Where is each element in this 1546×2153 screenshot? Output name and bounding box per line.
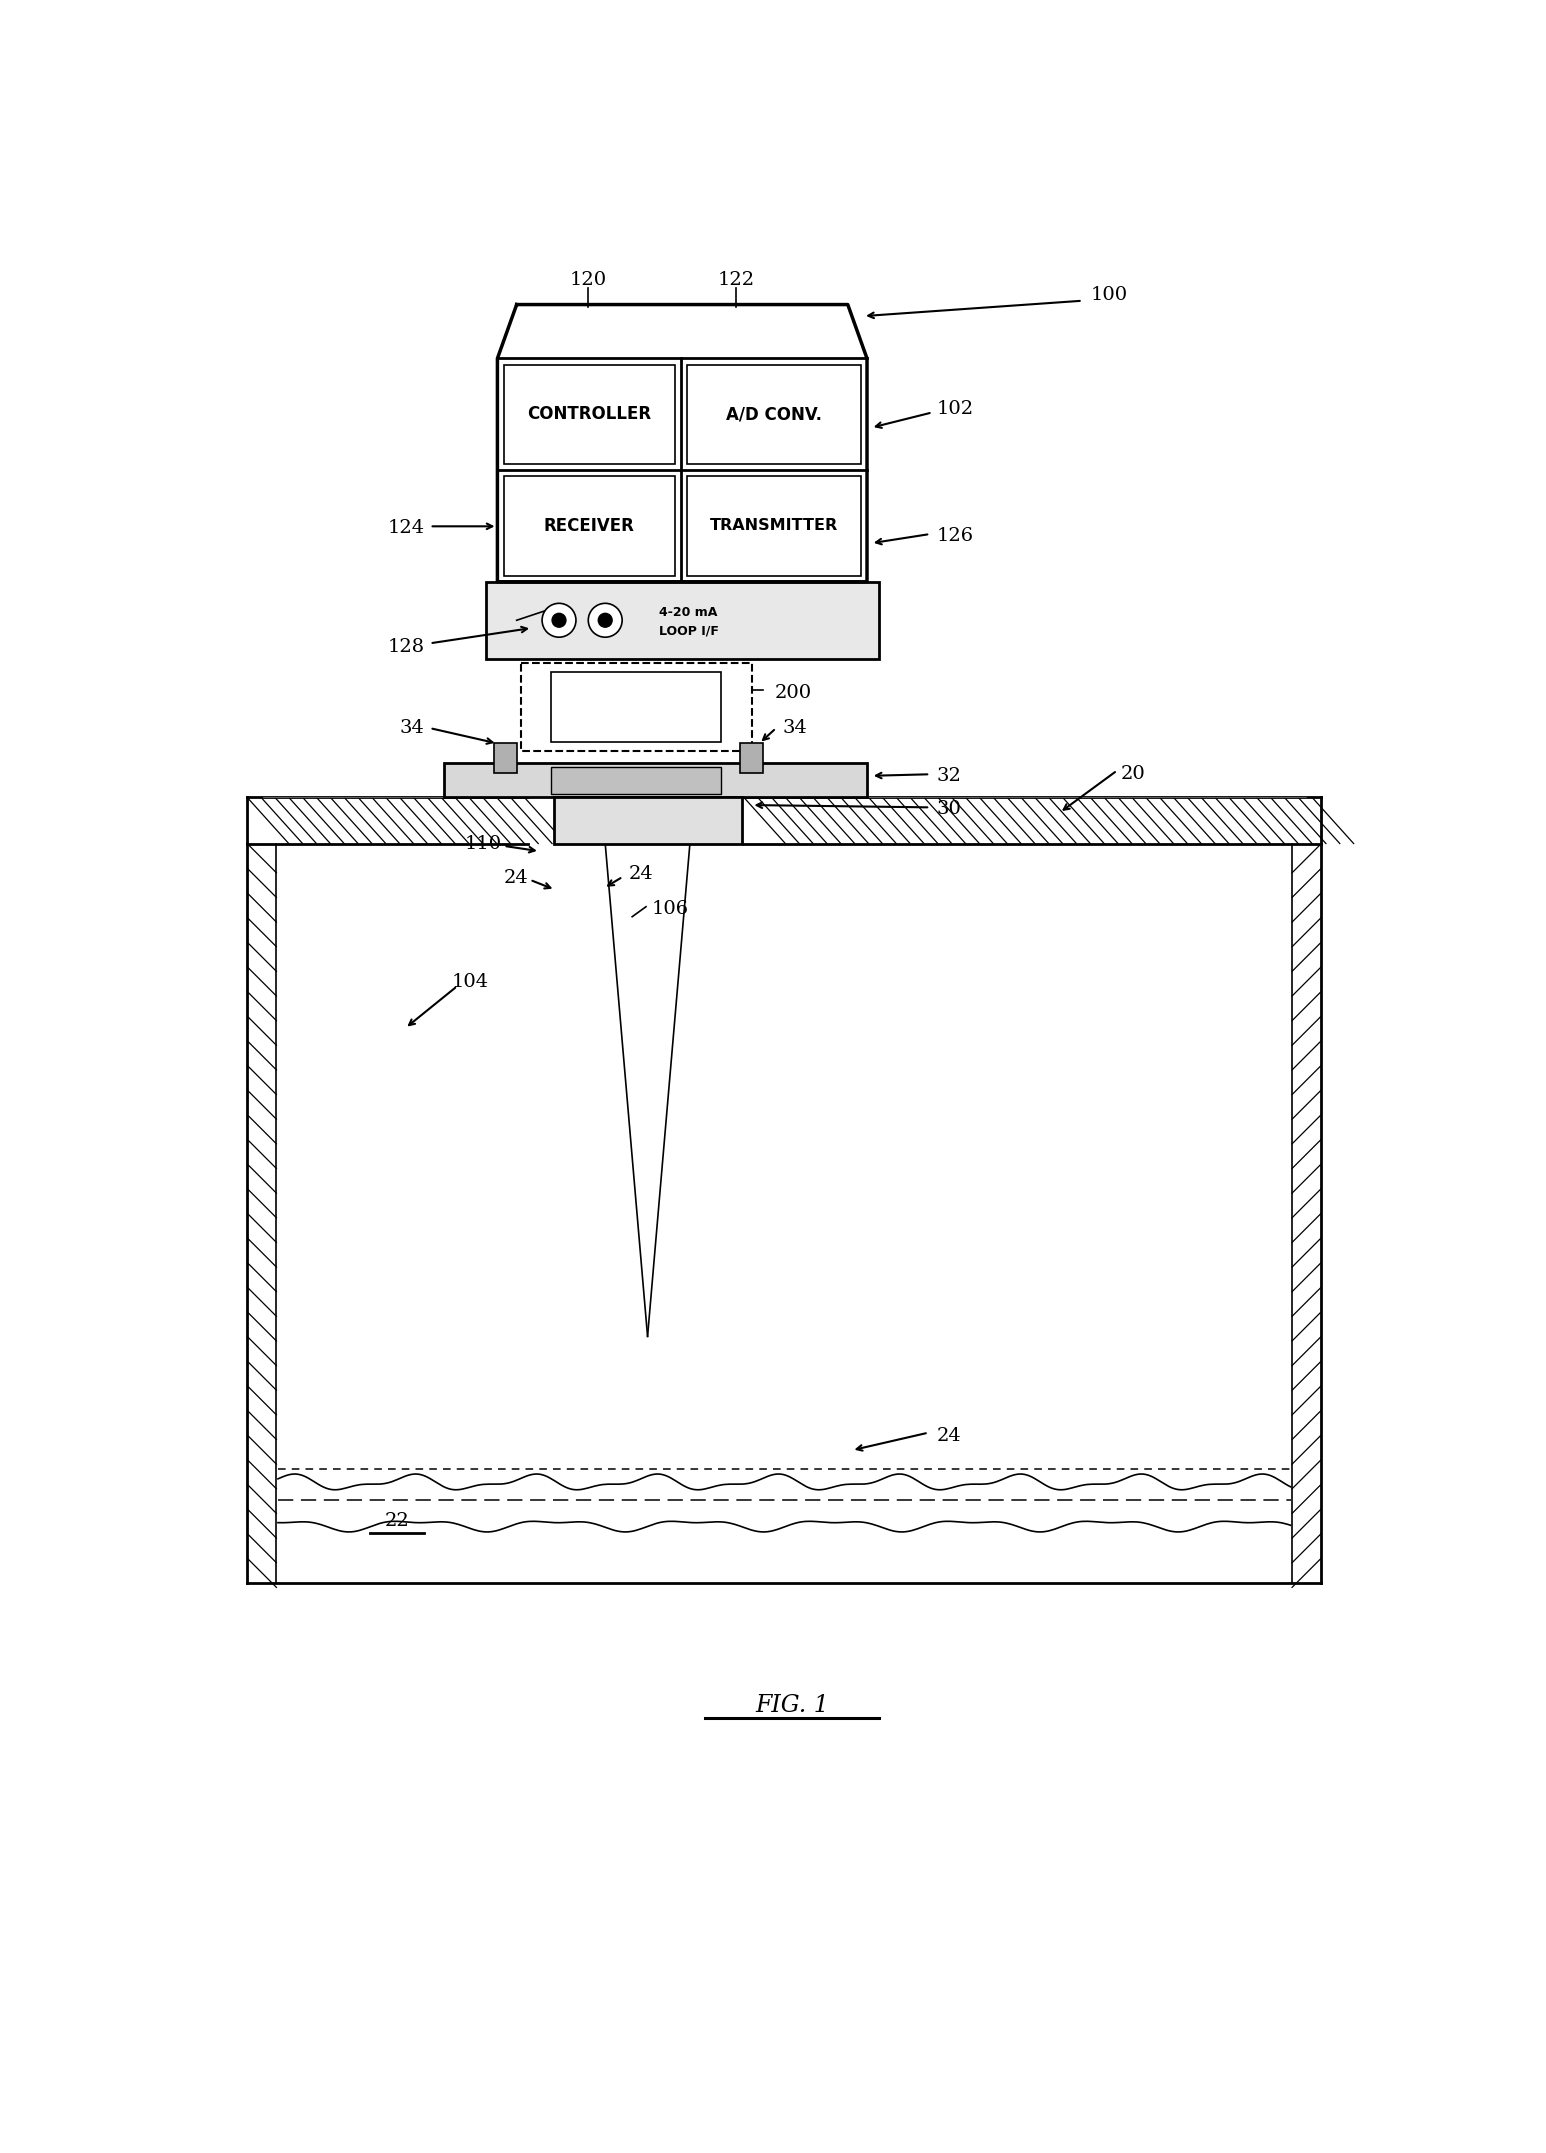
Text: 128: 128	[386, 637, 424, 657]
Bar	[686, 476, 861, 575]
Bar	[521, 663, 751, 751]
Text: 34: 34	[399, 719, 424, 736]
Circle shape	[598, 614, 612, 627]
Text: RECEIVER: RECEIVER	[544, 517, 634, 534]
Text: CONTROLLER: CONTROLLER	[527, 405, 651, 424]
Text: 34: 34	[782, 719, 807, 736]
Text: 122: 122	[717, 271, 754, 289]
Bar	[485, 581, 878, 659]
Text: 106: 106	[651, 900, 688, 917]
Text: A/D CONV.: A/D CONV.	[725, 405, 822, 424]
Text: LOOP I/F: LOOP I/F	[659, 624, 719, 637]
Text: 200: 200	[775, 685, 812, 702]
Bar	[552, 766, 720, 794]
Bar	[741, 743, 764, 773]
Text: TRANSMITTER: TRANSMITTER	[710, 519, 838, 534]
Text: 30: 30	[937, 801, 962, 818]
Text: 32: 32	[937, 766, 962, 786]
Text: FIG. 1: FIG. 1	[756, 1694, 829, 1718]
Text: 104: 104	[451, 973, 489, 990]
Bar	[552, 672, 720, 743]
Circle shape	[543, 603, 577, 637]
Bar	[553, 797, 742, 844]
Bar	[493, 743, 516, 773]
Text: 24: 24	[628, 866, 652, 883]
Text: 22: 22	[385, 1511, 410, 1531]
Text: 120: 120	[570, 271, 608, 289]
Text: 24: 24	[937, 1427, 962, 1445]
Text: 124: 124	[386, 519, 424, 536]
Circle shape	[589, 603, 621, 637]
Bar	[686, 364, 861, 463]
Text: 20: 20	[1121, 764, 1146, 784]
Text: 110: 110	[464, 835, 501, 853]
Text: 126: 126	[937, 527, 974, 545]
Text: 102: 102	[937, 400, 974, 418]
Text: 24: 24	[504, 870, 529, 887]
Text: 4-20 mA: 4-20 mA	[659, 605, 717, 620]
Bar	[444, 762, 867, 797]
Bar	[504, 364, 674, 463]
Circle shape	[552, 614, 566, 627]
Bar	[504, 476, 674, 575]
Text: 100: 100	[1091, 286, 1129, 304]
